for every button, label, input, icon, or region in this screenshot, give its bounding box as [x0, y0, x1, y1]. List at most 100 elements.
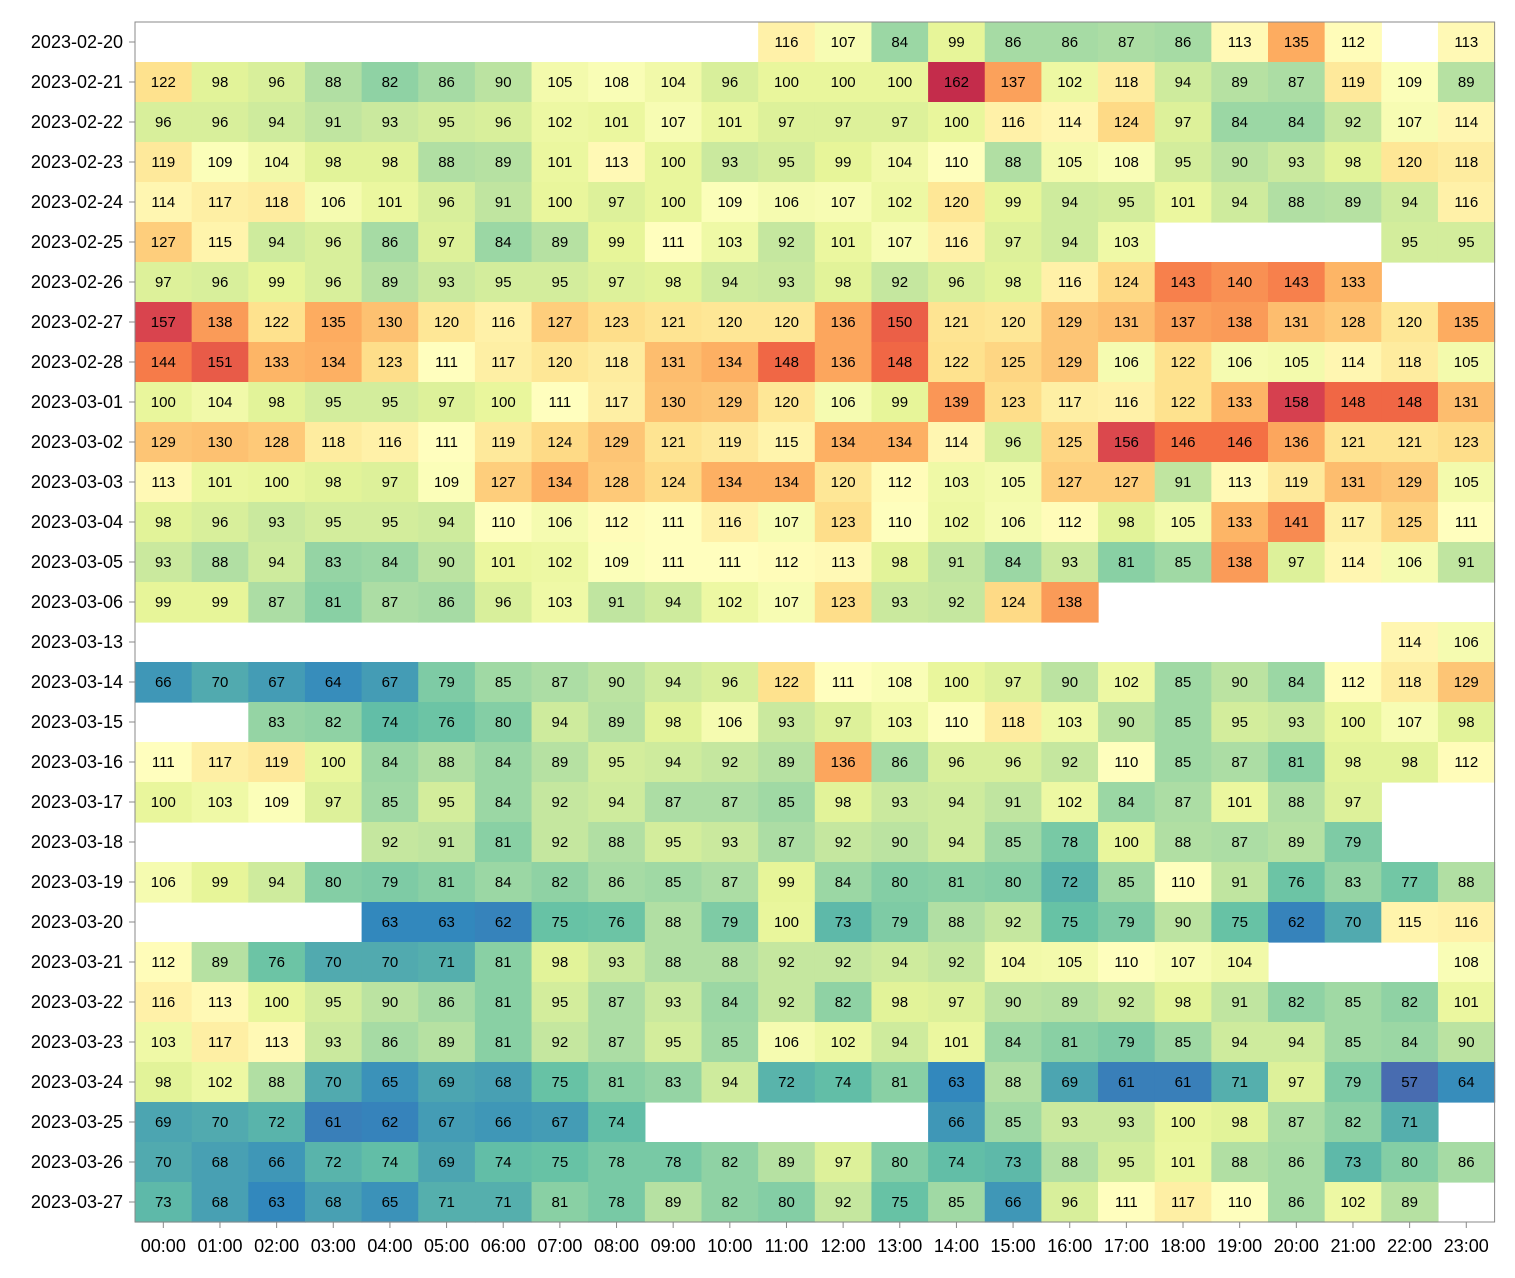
cell-value-label: 61 — [1118, 1074, 1135, 1091]
heatmap-cell — [701, 1142, 759, 1183]
heatmap-cell — [644, 302, 703, 343]
heatmap-cell — [644, 502, 703, 543]
heatmap-cell — [871, 542, 929, 583]
cell-value-label: 96 — [948, 754, 965, 771]
cell-value-label: 82 — [721, 1154, 738, 1171]
cell-value-label: 151 — [207, 354, 232, 371]
x-tick-label: 20:00 — [1274, 1236, 1319, 1256]
cell-value-label: 106 — [321, 194, 346, 211]
heatmap-cell — [814, 302, 873, 343]
x-tick-label: 08:00 — [594, 1236, 639, 1256]
cell-value-label: 71 — [1401, 1114, 1418, 1131]
cell-value-label: 97 — [835, 114, 852, 131]
heatmap-cell — [984, 1142, 1042, 1183]
cell-value-label: 66 — [1005, 1194, 1022, 1211]
heatmap-cell — [1041, 422, 1099, 463]
heatmap-cell — [588, 582, 646, 623]
cell-value-label: 89 — [1345, 194, 1362, 211]
heatmap-cell — [1381, 902, 1439, 943]
heatmap-cell — [135, 1022, 193, 1063]
heatmap-cell — [588, 222, 646, 263]
x-tick-label: 13:00 — [877, 1236, 922, 1256]
cell-value-label: 75 — [891, 1194, 908, 1211]
cell-value-label: 125 — [1397, 514, 1422, 531]
cell-value-label: 112 — [775, 554, 799, 571]
heatmap-cell — [814, 462, 873, 503]
heatmap-cell — [588, 1102, 646, 1143]
cell-value-label: 69 — [155, 1114, 172, 1131]
cell-value-label: 102 — [547, 114, 572, 131]
heatmap-cell — [418, 942, 476, 983]
cell-value-label: 75 — [1231, 914, 1248, 931]
heatmap-cell — [984, 1062, 1042, 1103]
x-tick-label: 09:00 — [651, 1236, 696, 1256]
cell-value-label: 92 — [382, 834, 399, 851]
cell-value-label: 94 — [948, 794, 965, 811]
heatmap-cell — [871, 262, 929, 303]
heatmap-cell — [644, 782, 703, 823]
heatmap-cell — [1098, 62, 1156, 103]
cell-value-label: 100 — [264, 994, 289, 1011]
heatmap-cell — [814, 102, 873, 143]
heatmap-cell — [701, 262, 759, 303]
heatmap-cell — [871, 342, 929, 383]
heatmap-cell — [248, 942, 306, 983]
cell-value-label: 117 — [208, 1034, 232, 1051]
cell-value-label: 98 — [382, 154, 399, 171]
cell-value-label: 110 — [1228, 1194, 1252, 1211]
cell-value-label: 84 — [1288, 114, 1305, 131]
cell-value-label: 93 — [1118, 1114, 1135, 1131]
heatmap-cell — [418, 662, 476, 703]
cell-value-label: 93 — [778, 274, 795, 291]
cell-value-label: 122 — [1171, 394, 1196, 411]
heatmap-cell — [1098, 862, 1156, 903]
heatmap-cell — [871, 102, 929, 143]
cell-value-label: 85 — [495, 674, 512, 691]
cell-value-label: 100 — [661, 154, 686, 171]
heatmap-cell — [644, 142, 703, 183]
heatmap-cell — [1437, 902, 1496, 943]
heatmap-cell — [758, 142, 816, 183]
cell-value-label: 113 — [208, 994, 232, 1011]
cell-value-label: 96 — [155, 114, 172, 131]
heatmap-cell — [1268, 1022, 1326, 1063]
cell-value-label: 87 — [1175, 794, 1192, 811]
heatmap-cell — [135, 222, 193, 263]
heatmap-cell — [1381, 542, 1439, 583]
cell-value-label: 76 — [1288, 874, 1305, 891]
y-tick-label: 2023-03-13 — [31, 632, 123, 652]
heatmap-cell — [1324, 182, 1382, 223]
heatmap-cell — [644, 702, 703, 743]
cell-value-label: 98 — [325, 154, 342, 171]
heatmap-cell — [1437, 142, 1496, 183]
cell-value-label: 87 — [721, 874, 738, 891]
cell-value-label: 97 — [155, 274, 172, 291]
cell-value-label: 70 — [382, 954, 399, 971]
cell-value-label: 97 — [382, 474, 399, 491]
cell-value-label: 118 — [265, 194, 289, 211]
cell-value-label: 68 — [212, 1154, 229, 1171]
heatmap-cell — [361, 782, 419, 823]
heatmap-cell — [304, 862, 363, 903]
heatmap-cell — [1154, 862, 1212, 903]
heatmap-cell — [758, 382, 816, 423]
cell-value-label: 96 — [948, 274, 965, 291]
cell-value-label: 162 — [944, 74, 969, 91]
cell-value-label: 92 — [948, 594, 965, 611]
heatmap-cell — [984, 102, 1042, 143]
cell-value-label: 95 — [552, 994, 569, 1011]
cell-value-label: 104 — [1001, 954, 1026, 971]
cell-value-label: 90 — [1005, 994, 1022, 1011]
heatmap-cell — [474, 302, 533, 343]
heatmap-cell — [928, 342, 986, 383]
cell-value-label: 92 — [552, 834, 569, 851]
heatmap-cell — [1437, 1022, 1496, 1063]
cell-value-label: 104 — [661, 74, 686, 91]
cell-value-label: 74 — [835, 1074, 852, 1091]
cell-value-label: 73 — [155, 1194, 172, 1211]
cell-value-label: 121 — [944, 314, 969, 331]
cell-value-label: 102 — [1057, 794, 1082, 811]
heatmap-cell — [1211, 102, 1269, 143]
cell-value-label: 115 — [1398, 914, 1422, 931]
cell-value-label: 81 — [1061, 1034, 1078, 1051]
